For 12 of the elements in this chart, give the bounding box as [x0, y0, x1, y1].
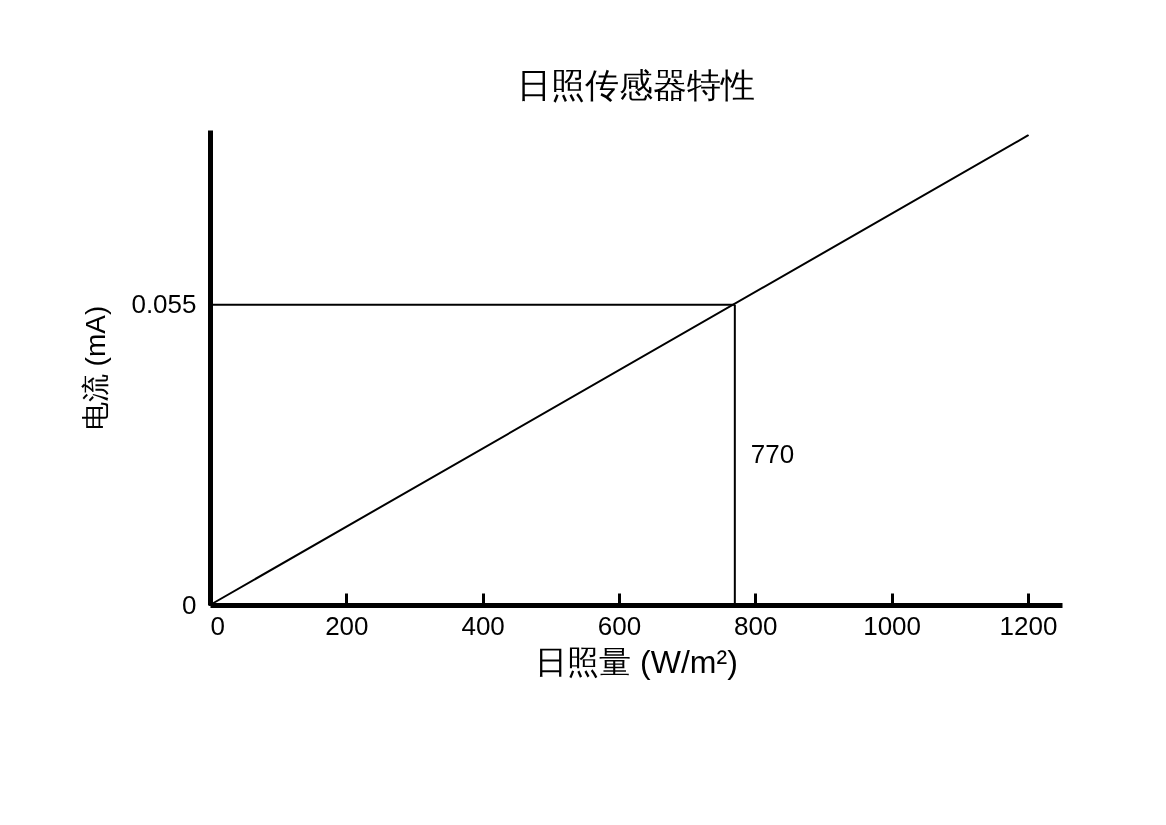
x-tick-label: 800: [734, 610, 778, 641]
x-tick-label: 600: [597, 610, 642, 641]
x-tick-label: 1200: [999, 610, 1058, 641]
x-tick-label: 200: [325, 610, 369, 641]
chart-title: 日照传感器特性: [517, 66, 755, 104]
y-tick-label: 0.055: [131, 289, 197, 320]
x-tick-label: 0: [210, 610, 225, 641]
x-axis-title: 日照量 (W/m²): [535, 643, 738, 680]
x-tick-label: 400: [461, 610, 505, 641]
y-axis-title: 电流 (mA): [80, 305, 112, 431]
x-tick-label: 1000: [863, 610, 922, 641]
ref-line-label: 770: [750, 438, 795, 469]
